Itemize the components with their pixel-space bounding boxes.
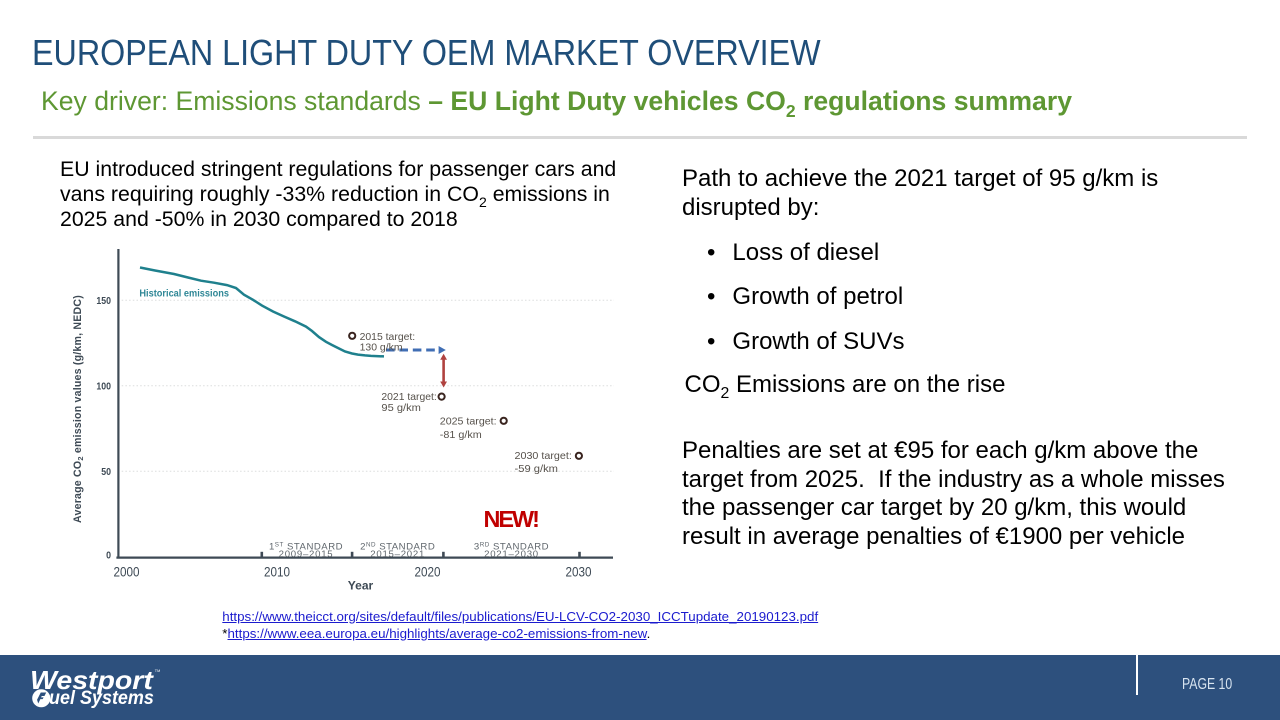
svg-text:Average CO2 emission values (g: Average CO2 emission values (g/km, NEDC) — [72, 295, 85, 523]
svg-text:0: 0 — [106, 551, 111, 562]
svg-text:2009–2015: 2009–2015 — [279, 549, 334, 560]
svg-text:-81 g/km: -81 g/km — [440, 430, 482, 441]
svg-text:2015 target:: 2015 target: — [360, 332, 416, 343]
svg-text:2ND STANDARD: 2ND STANDARD — [360, 541, 435, 552]
svg-text:2030 target:: 2030 target: — [515, 451, 572, 462]
svg-text:NEW!: NEW! — [484, 506, 539, 532]
svg-text:2025 target:: 2025 target: — [440, 416, 497, 427]
svg-text:Year: Year — [348, 579, 374, 593]
svg-text:150: 150 — [96, 296, 111, 307]
svg-text:3RD STANDARD: 3RD STANDARD — [474, 541, 549, 552]
svg-text:2030: 2030 — [566, 564, 592, 580]
svg-text:2015–2021: 2015–2021 — [370, 549, 425, 560]
svg-text:2021 target:: 2021 target: — [381, 392, 436, 403]
svg-text:2020: 2020 — [415, 564, 441, 580]
svg-text:Historical emissions: Historical emissions — [139, 288, 229, 299]
svg-text:130 g/km: 130 g/km — [360, 343, 403, 354]
svg-text:2010: 2010 — [264, 564, 290, 580]
svg-text:2021–2030: 2021–2030 — [484, 549, 539, 560]
svg-text:-59 g/km: -59 g/km — [515, 464, 559, 475]
svg-text:100: 100 — [96, 381, 111, 392]
svg-text:50: 50 — [101, 467, 111, 478]
svg-text:1ST STANDARD: 1ST STANDARD — [269, 541, 343, 552]
svg-text:2000: 2000 — [114, 564, 140, 580]
svg-text:95 g/km: 95 g/km — [381, 403, 421, 414]
